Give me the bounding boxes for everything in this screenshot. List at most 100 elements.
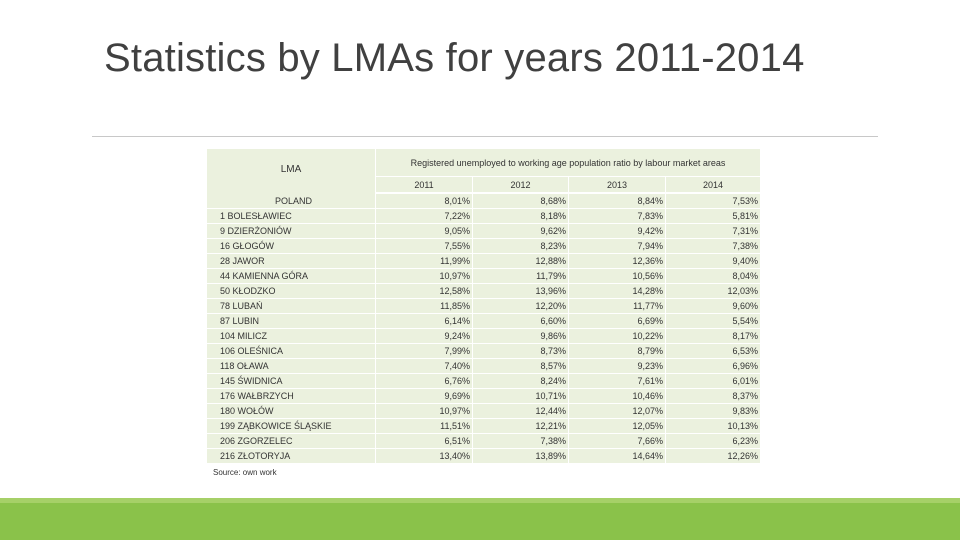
ratio-value: 8,57% — [540, 361, 566, 371]
lma-name: 50 KŁODZKO — [220, 286, 276, 296]
lma-cell: 1 BOLESŁAWIEC — [207, 209, 375, 223]
lma-name: 28 JAWOR — [220, 256, 265, 266]
table-row: 28 JAWOR 11,99% 12,88% 12,36% 9,40% — [207, 254, 760, 268]
year-header-2012: 2012 — [473, 177, 568, 192]
table-row: POLAND 8,01% 8,68% 8,84% 7,53% — [207, 194, 760, 208]
lma-name: 87 LUBIN — [220, 316, 260, 326]
lma-cell: 118 OŁAWA — [207, 359, 375, 373]
value-cell-2013: 7,61% — [569, 374, 665, 388]
ratio-value: 7,38% — [732, 241, 758, 251]
ratio-value: 8,68% — [540, 196, 566, 206]
value-cell-2014: 8,17% — [666, 329, 760, 343]
ratio-value: 7,31% — [732, 226, 758, 236]
value-cell-2013: 9,42% — [569, 224, 665, 238]
ratio-value: 12,58% — [439, 286, 470, 296]
value-cell-2014: 8,04% — [666, 269, 760, 283]
lma-name: 206 ZGORZELEC — [220, 436, 293, 446]
value-cell-2011: 7,55% — [376, 239, 472, 253]
value-cell-2011: 7,22% — [376, 209, 472, 223]
lma-cell: 9 DZIERŻONIÓW — [207, 224, 375, 238]
lma-cell: 28 JAWOR — [207, 254, 375, 268]
lma-cell: 206 ZGORZELEC — [207, 434, 375, 448]
ratio-value: 9,86% — [540, 331, 566, 341]
ratio-value: 10,22% — [632, 331, 663, 341]
lma-name: POLAND — [275, 196, 313, 206]
value-cell-2011: 8,01% — [376, 194, 472, 208]
ratio-value: 9,40% — [732, 256, 758, 266]
value-cell-2014: 7,31% — [666, 224, 760, 238]
lma-column-header: LMA — [207, 149, 375, 194]
value-cell-2013: 12,07% — [569, 404, 665, 418]
ratio-value: 9,23% — [637, 361, 663, 371]
value-cell-2013: 10,56% — [569, 269, 665, 283]
ratio-value: 11,77% — [633, 301, 663, 311]
ratio-value: 11,85% — [440, 301, 470, 311]
value-cell-2014: 8,37% — [666, 389, 760, 403]
lma-name: 106 OLEŚNICA — [220, 346, 284, 356]
lma-name: 145 ŚWIDNICA — [220, 376, 283, 386]
ratio-value: 8,01% — [444, 196, 470, 206]
ratio-value: 12,88% — [535, 256, 566, 266]
value-cell-2011: 9,24% — [376, 329, 472, 343]
value-cell-2012: 12,44% — [473, 404, 568, 418]
value-cell-2014: 9,60% — [666, 299, 760, 313]
ratio-value: 12,26% — [727, 451, 758, 461]
table-row: 180 WOŁÓW 10,97% 12,44% 12,07% 9,83% — [207, 404, 760, 418]
table-row: 199 ZĄBKOWICE ŚLĄSKIE 11,51% 12,21% 12,05% 1… — [207, 419, 760, 433]
value-cell-2012: 10,71% — [473, 389, 568, 403]
lma-cell: 216 ZŁOTORYJA — [207, 449, 375, 463]
ratio-value: 8,73% — [540, 346, 566, 356]
ratio-value: 9,42% — [637, 226, 663, 236]
value-cell-2011: 10,97% — [376, 269, 472, 283]
lma-name: 176 WAŁBRZYCH — [220, 391, 294, 401]
value-cell-2012: 9,62% — [473, 224, 568, 238]
value-cell-2014: 12,26% — [666, 449, 760, 463]
lma-name: 1 BOLESŁAWIEC — [220, 211, 292, 221]
ratio-value: 11,51% — [440, 421, 470, 431]
year-header-2013: 2013 — [569, 177, 665, 192]
lma-name: 104 MILICZ — [220, 331, 268, 341]
table-row: 9 DZIERŻONIÓW 9,05% 9,62% 9,42% 7,31% — [207, 224, 760, 238]
value-cell-2013: 7,83% — [569, 209, 665, 223]
ratio-value: 12,20% — [535, 301, 566, 311]
lma-name: 216 ZŁOTORYJA — [220, 451, 291, 461]
lma-cell: 44 KAMIENNA GÓRA — [207, 269, 375, 283]
value-cell-2012: 12,20% — [473, 299, 568, 313]
ratio-value: 8,04% — [732, 271, 758, 281]
ratio-value: 7,83% — [637, 211, 663, 221]
ratio-value: 8,79% — [637, 346, 663, 356]
table-row: 118 OŁAWA 7,40% 8,57% 9,23% 6,96% — [207, 359, 760, 373]
table-row: 145 ŚWIDNICA 6,76% 8,24% 7,61% 6,01% — [207, 374, 760, 388]
ratio-value: 9,24% — [444, 331, 470, 341]
ratio-value: 9,05% — [444, 226, 470, 236]
value-cell-2011: 6,14% — [376, 314, 472, 328]
value-cell-2013: 12,05% — [569, 419, 665, 433]
table-row: 1 BOLESŁAWIEC 7,22% 8,18% 7,83% 5,81% — [207, 209, 760, 223]
value-cell-2011: 9,05% — [376, 224, 472, 238]
ratio-value: 6,76% — [444, 376, 470, 386]
value-cell-2011: 7,99% — [376, 344, 472, 358]
value-cell-2012: 11,79% — [473, 269, 568, 283]
title-divider — [92, 136, 878, 137]
ratio-value: 8,17% — [732, 331, 758, 341]
value-cell-2014: 5,54% — [666, 314, 760, 328]
table-row: 78 LUBAŃ 11,85% 12,20% 11,77% 9,60% — [207, 299, 760, 313]
value-cell-2014: 5,81% — [666, 209, 760, 223]
value-cell-2012: 8,24% — [473, 374, 568, 388]
value-cell-2013: 10,22% — [569, 329, 665, 343]
lma-cell: 106 OLEŚNICA — [207, 344, 375, 358]
year-header-2011: 2011 — [376, 177, 472, 192]
value-cell-2011: 11,51% — [376, 419, 472, 433]
ratio-value: 9,60% — [732, 301, 758, 311]
ratio-value: 7,53% — [732, 196, 758, 206]
value-cell-2013: 11,77% — [569, 299, 665, 313]
ratio-value: 14,28% — [632, 286, 663, 296]
ratio-value: 10,46% — [632, 391, 663, 401]
value-cell-2012: 12,88% — [473, 254, 568, 268]
ratio-value: 8,24% — [540, 376, 566, 386]
ratio-value: 14,64% — [632, 451, 663, 461]
lma-name: 180 WOŁÓW — [220, 406, 274, 416]
value-cell-2012: 13,89% — [473, 449, 568, 463]
ratio-value: 10,71% — [535, 391, 566, 401]
value-cell-2012: 7,38% — [473, 434, 568, 448]
